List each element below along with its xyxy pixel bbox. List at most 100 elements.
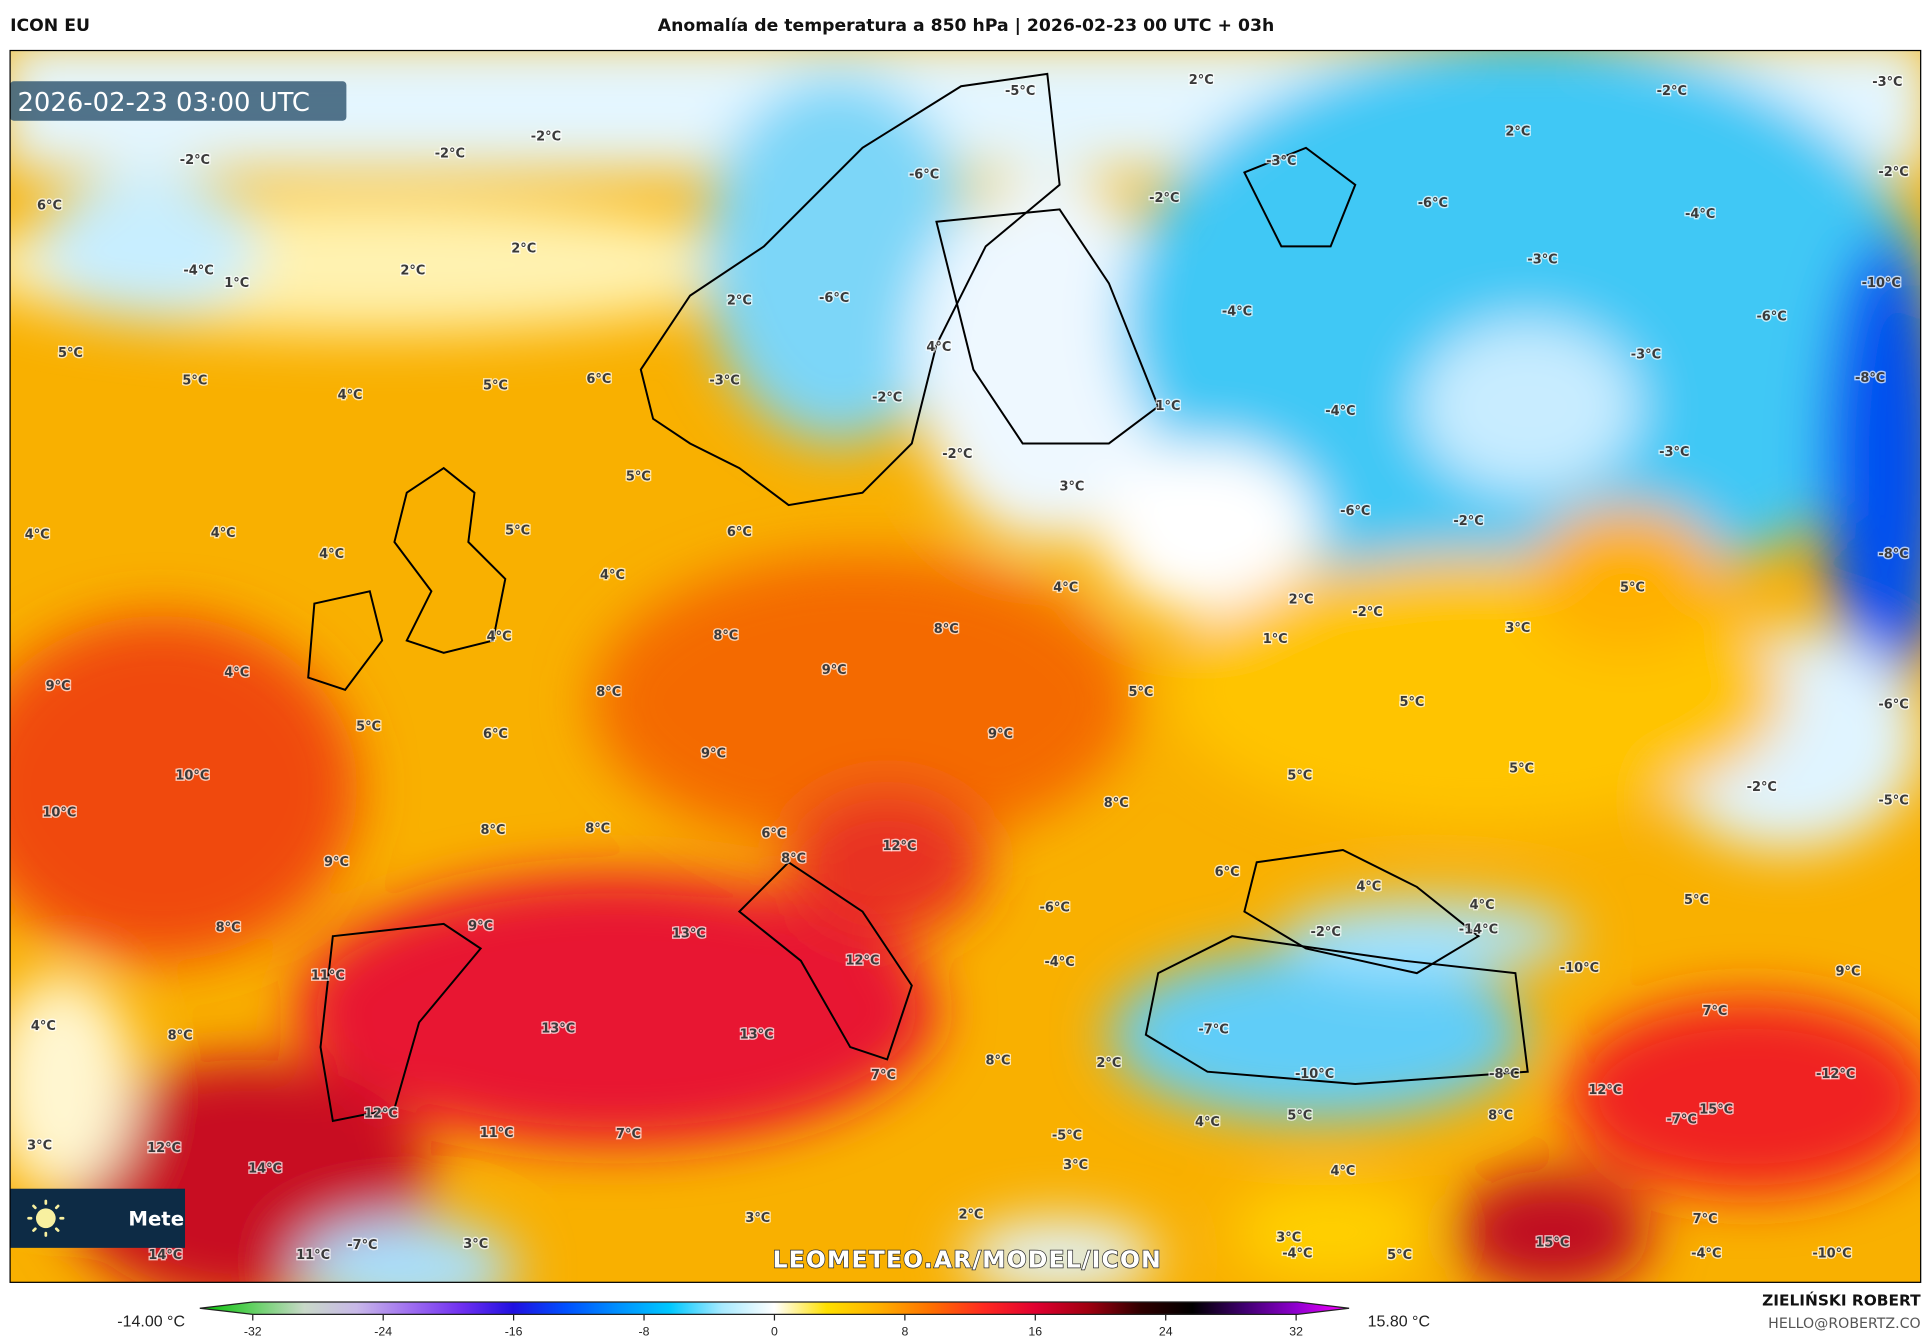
temperature-label: 4°C	[1330, 1164, 1355, 1179]
temperature-label: 5°C	[1620, 580, 1645, 595]
temperature-label: -3°C	[1872, 75, 1902, 90]
temperature-label: -2°C	[1657, 84, 1687, 99]
temperature-label: 12°C	[846, 954, 880, 969]
temperature-label: 9°C	[701, 747, 726, 762]
temperature-label: 2°C	[958, 1207, 983, 1222]
temperature-label: 9°C	[324, 855, 349, 870]
colorbar-scale	[199, 1301, 1350, 1315]
temperature-label: -4°C	[1282, 1247, 1312, 1262]
temperature-label: -2°C	[180, 153, 210, 168]
temperature-label: 4°C	[1356, 880, 1381, 895]
temperature-label: 8°C	[168, 1029, 193, 1044]
map-frame	[9, 49, 1922, 1283]
temperature-label: 5°C	[1399, 695, 1424, 710]
temperature-label: 2°C	[400, 264, 425, 279]
temperature-label: -8°C	[1878, 547, 1908, 562]
temperature-label: 12°C	[1588, 1083, 1622, 1098]
temperature-label: -6°C	[1040, 901, 1070, 916]
temperature-label: 3°C	[1505, 621, 1530, 636]
temperature-label: 11°C	[480, 1126, 514, 1141]
temperature-label: 8°C	[713, 628, 738, 643]
valid-time-badge	[10, 81, 347, 121]
temperature-label: -3°C	[1527, 253, 1557, 268]
temperature-label: -2°C	[1453, 514, 1483, 529]
colorbar-tick-label: 16	[1028, 1324, 1042, 1338]
coastlines	[307, 72, 1529, 1123]
temperature-label: 3°C	[745, 1211, 770, 1226]
temperature-label: -3°C	[1659, 445, 1689, 460]
temperature-label: 6°C	[586, 372, 611, 387]
model-name: ICON EU	[10, 16, 90, 36]
temperature-label: 5°C	[356, 719, 381, 734]
valid-time-label: 2026-02-23 03:00 UTC	[17, 88, 310, 118]
temperature-label: 4°C	[1053, 580, 1078, 595]
temperature-label: 13°C	[672, 926, 706, 941]
temperature-anomaly-field: -5°C 2°C -2°C -3°C -2°C -2°C -2°C -6°C -3°C 2°C -2…	[10, 50, 1921, 1283]
temperature-label: -4°C	[1691, 1247, 1721, 1262]
temperature-label: -4°C	[1325, 404, 1355, 419]
temperature-label: 4°C	[224, 665, 249, 680]
temperature-label: 13°C	[541, 1021, 575, 1036]
temperature-label: 11°C	[311, 968, 345, 983]
temperature-label: 4°C	[600, 568, 625, 583]
temperature-label: -2°C	[872, 391, 902, 406]
logo-box: Mete	[10, 1188, 186, 1248]
temperature-label: 10°C	[42, 806, 76, 821]
temperature-label: 8°C	[1104, 796, 1129, 811]
colorbar-tick-label: -24	[374, 1324, 392, 1338]
temperature-label: 12°C	[883, 839, 917, 854]
temperature-label: 8°C	[596, 685, 621, 700]
temperature-label: -6°C	[909, 168, 939, 183]
temperature-label: -12°C	[1816, 1067, 1855, 1082]
temperature-label: 10°C	[175, 769, 209, 784]
temperature-label: -10°C	[1295, 1067, 1334, 1082]
temperature-label: 15°C	[1535, 1236, 1569, 1251]
temperature-label: 5°C	[1509, 761, 1534, 776]
temperature-label: -10°C	[1862, 276, 1901, 291]
temperature-label: -10°C	[1560, 961, 1599, 976]
temperature-label: -6°C	[819, 291, 849, 306]
temperature-label: 5°C	[1287, 769, 1312, 784]
temperature-labels: -5°C 2°C -2°C -3°C -2°C -2°C -2°C -6°C -3°C 2°C -2…	[23, 71, 1910, 1264]
temperature-label: 6°C	[1215, 865, 1240, 880]
temperature-label: -3°C	[1266, 154, 1296, 169]
colorbar: -32 -24 -16 -8 0 8 16 24 32 -14.00 °C 15.80 °C	[117, 1301, 1430, 1338]
sun-icon	[27, 1199, 65, 1237]
colorbar-max-label: 15.80 °C	[1368, 1314, 1430, 1331]
temperature-label: 2°C	[1289, 593, 1314, 608]
temperature-label: 4°C	[319, 547, 344, 562]
temperature-label: 6°C	[727, 525, 752, 540]
temperature-label: -3°C	[1631, 347, 1661, 362]
temperature-label: 7°C	[616, 1127, 641, 1142]
temperature-label: -8°C	[1855, 371, 1885, 386]
author-contact: HELLO@ROBERTZ.CO	[1768, 1316, 1920, 1332]
temperature-label: 1°C	[1156, 399, 1181, 414]
temperature-label: -2°C	[1878, 165, 1908, 180]
temperature-label: -2°C	[531, 129, 561, 144]
colorbar-tick-label: -16	[505, 1324, 523, 1338]
temperature-label: 2°C	[1505, 125, 1530, 140]
temperature-label: 3°C	[1063, 1158, 1088, 1173]
temperature-label: 4°C	[1470, 898, 1495, 913]
temperature-label: -7°C	[1198, 1023, 1228, 1038]
temperature-label: -6°C	[1418, 196, 1448, 211]
temperature-label: 8°C	[585, 822, 610, 837]
temperature-label: -7°C	[1667, 1112, 1697, 1127]
temperature-label: 3°C	[1059, 479, 1084, 494]
temperature-label: 8°C	[1488, 1109, 1513, 1124]
temperature-label: 1°C	[224, 276, 249, 291]
watermark: LEOMETEO.AR/MODEL/ICON	[773, 1246, 1162, 1274]
temperature-label: -4°C	[1685, 207, 1715, 222]
temperature-label: -2°C	[435, 147, 465, 162]
colorbar-tick-label: 32	[1289, 1324, 1303, 1338]
temperature-label: 3°C	[1276, 1231, 1301, 1246]
temperature-label: -4°C	[183, 264, 213, 279]
temperature-label: 4°C	[487, 630, 512, 645]
temperature-label: -2°C	[1311, 925, 1341, 940]
temperature-label: -6°C	[1756, 309, 1786, 324]
temperature-label: 14°C	[148, 1248, 182, 1263]
temperature-label: 6°C	[483, 727, 508, 742]
temperature-label: 7°C	[1702, 1004, 1727, 1019]
temperature-label: 1°C	[1263, 632, 1288, 647]
